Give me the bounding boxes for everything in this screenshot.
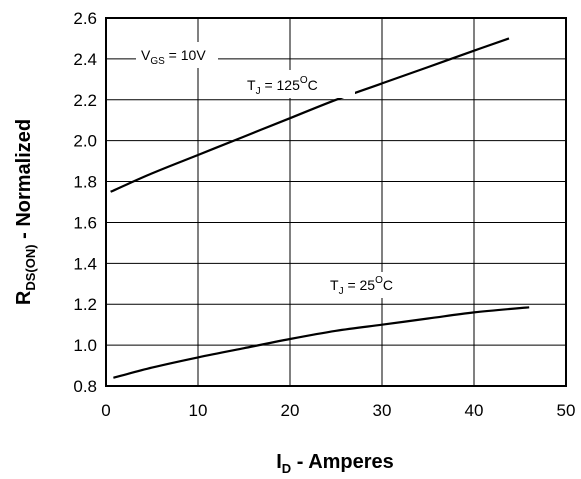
y-tick-label: 1.8 [73, 173, 97, 192]
y-tick-labels: 0.8 1.0 1.2 1.4 1.6 1.8 2.0 2.2 2.4 2.6 [73, 9, 97, 396]
x-tick-label: 10 [189, 401, 208, 420]
tj125-annotation-bg [243, 70, 355, 98]
tj125-annotation: TJ = 125OC [247, 75, 318, 97]
y-axis-label: RDS(ON) - Normalized [13, 119, 38, 305]
y-tick-label: 1.0 [73, 336, 97, 355]
vgs-annotation-bg [136, 42, 218, 68]
y-tick-label: 2.4 [73, 50, 97, 69]
x-tick-label: 30 [373, 401, 392, 420]
tj25-annotation: TJ = 25OC [330, 275, 393, 297]
vgs-annotation: VGS = 10V [141, 47, 206, 67]
y-tick-label: 2.6 [73, 9, 97, 28]
x-axis-label: ID - Amperes [276, 451, 394, 476]
y-tick-label: 1.2 [73, 295, 97, 314]
series-layer [110, 37, 530, 379]
x-tick-label: 40 [465, 401, 484, 420]
plot-frame [105, 17, 567, 387]
y-tick-label: 2.2 [73, 91, 97, 110]
x-tick-label: 50 [557, 401, 576, 420]
y-tick-label: 1.6 [73, 213, 97, 232]
x-tick-label: 0 [101, 401, 110, 420]
y-tick-label: 1.4 [73, 254, 97, 273]
x-tick-labels: 0 10 20 30 40 50 [101, 401, 575, 420]
tj25-annotation-bg [326, 272, 416, 298]
y-tick-label: 0.8 [73, 377, 97, 396]
x-tick-label: 20 [281, 401, 300, 420]
y-tick-label: 2.0 [73, 132, 97, 151]
series-line-tj-125c [110, 37, 510, 193]
series-line-tj-25c [113, 306, 530, 379]
